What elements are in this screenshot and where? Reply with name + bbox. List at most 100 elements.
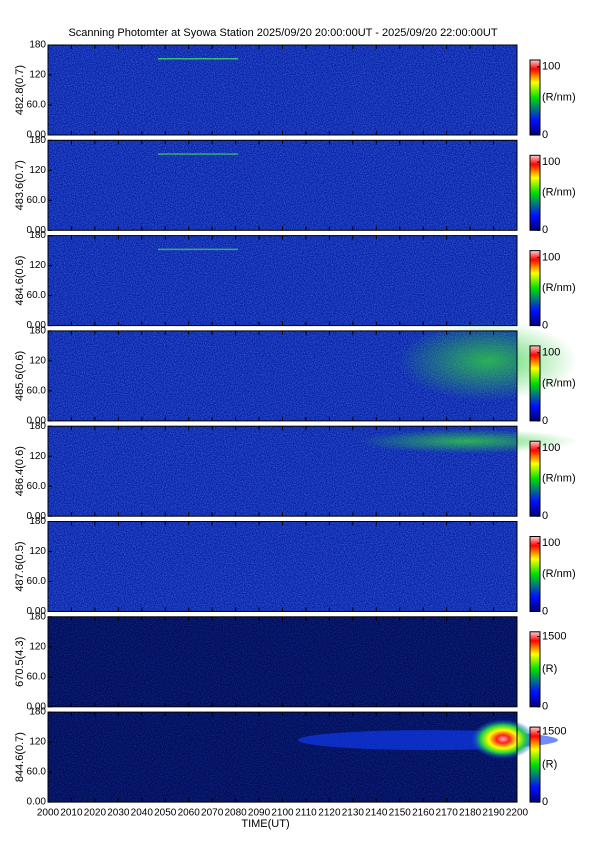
x-tick-label: 2100 [271,808,294,819]
colorbar-tick-label: 100 [542,251,560,263]
heatmap-features [158,248,238,251]
x-tick-label: 2180 [459,808,482,819]
y-tick-label: 120 [29,737,46,748]
y-tick-label: 0.00 [27,416,47,427]
colorbar [529,726,541,803]
colorbar-tick-label: 100 [542,156,560,168]
y-axis-label: 484.6(0.6) [14,256,26,306]
colorbar-label: (R/nm) [542,91,576,103]
heatmap-noise [48,616,517,707]
chart-title: Scanning Photomter at Syowa Station 2025… [68,27,497,39]
y-tick-label: 180 [29,326,46,337]
y-axis-label: 487.6(0.5) [14,541,26,591]
x-tick-label: 2110 [295,808,317,819]
colorbar [529,536,541,612]
colorbar-label: (R/nm) [542,377,576,389]
x-tick-label: 2090 [248,808,271,819]
heatmap-noise [48,45,517,135]
y-axis-label: 483.6(0.7) [14,160,26,210]
y-tick-label: 180 [29,707,46,718]
colorbar-tick-label: 100 [542,61,560,73]
y-tick-label: 60.0 [27,481,47,492]
heatmap-noise [48,521,517,612]
y-tick-label: 0.00 [27,320,47,331]
y-tick-label: 180 [29,40,46,51]
y-tick-label: 60.0 [27,290,47,301]
x-tick-label: 2060 [178,808,201,819]
heatmap-noise [48,140,517,231]
x-tick-label: 2120 [318,808,341,819]
colorbar-label: (R) [542,663,557,675]
colorbar-tick-label: 0 [542,510,548,522]
x-tick-label: 2040 [131,808,154,819]
colorbar-label: (R/nm) [542,473,576,485]
y-axis-label: 482.8(0.7) [14,65,26,115]
heatmap-features [298,719,558,760]
x-tick-label: 2080 [224,808,247,819]
colorbar-tick-label: 100 [542,537,560,549]
heatmap-noise [48,235,517,326]
x-tick-label: 2020 [84,808,107,819]
colorbar-tick-label: 0 [542,415,548,427]
x-tick-label: 2010 [60,808,83,819]
x-tick-label: 2190 [482,808,505,819]
heatmap-features [158,153,238,155]
aurora [471,719,535,760]
colorbar-label: (R/nm) [542,187,576,199]
y-tick-label: 60.0 [27,195,47,206]
x-tick-label: 2160 [412,808,435,819]
y-tick-label: 120 [29,451,46,462]
colorbar-label: (R/nm) [542,282,576,294]
colorbar [529,250,541,327]
y-tick-label: 0.00 [27,130,47,141]
heatmap-features [358,429,578,454]
colorbar [529,631,541,708]
colorbar-tick-label: 0 [542,224,548,236]
colorbar-tick-label: 100 [542,347,560,359]
heatmap-features [158,58,238,60]
streak [158,153,238,155]
x-tick-label: 2140 [365,808,388,819]
x-axis-label: TIME(UT) [241,818,289,830]
heatmap-noise [48,712,517,803]
y-tick-label: 60.0 [27,100,47,111]
colorbar-tick-label: 0 [542,701,548,713]
colorbar-label: (R) [542,759,557,771]
colorbar-tick-label: 0 [542,320,548,332]
y-tick-label: 180 [29,135,46,146]
x-tick-label: 2050 [154,808,177,819]
y-tick-label: 0.00 [27,797,47,808]
colorbar [529,345,541,422]
colorbar-tick-label: 0 [542,129,548,141]
y-axis-label: 670.5(4.3) [14,637,26,687]
x-tick-label: 2150 [389,808,412,819]
colorbar-tick-label: 0 [542,605,548,617]
y-tick-label: 60.0 [27,576,47,587]
colorbar-label: (R/nm) [542,568,576,580]
y-tick-label: 120 [29,165,46,176]
y-axis-label: 844.6(0.7) [14,732,26,782]
y-tick-label: 0.00 [27,701,47,712]
colorbar-tick-label: 0 [542,796,548,808]
x-tick-label: 2130 [342,808,365,819]
y-tick-label: 120 [29,356,46,367]
colorbar-tick-label: 100 [542,442,560,454]
colorbar [529,154,541,231]
x-tick-label: 2200 [506,808,529,819]
y-tick-label: 120 [29,641,46,652]
colorbar-tick-label: 1500 [542,630,566,642]
y-tick-label: 180 [29,230,46,241]
streak [158,248,238,251]
colorbar-tick-label: 1500 [542,726,566,738]
x-tick-label: 2030 [107,808,130,819]
y-tick-label: 180 [29,611,46,622]
y-tick-label: 60.0 [27,767,47,778]
colorbar [529,440,541,517]
y-tick-label: 180 [29,516,46,527]
y-axis-label: 485.6(0.6) [14,351,26,401]
streak [158,58,238,60]
y-tick-label: 60.0 [27,671,47,682]
y-tick-label: 0.00 [27,606,47,617]
x-tick-label: 2170 [436,808,459,819]
